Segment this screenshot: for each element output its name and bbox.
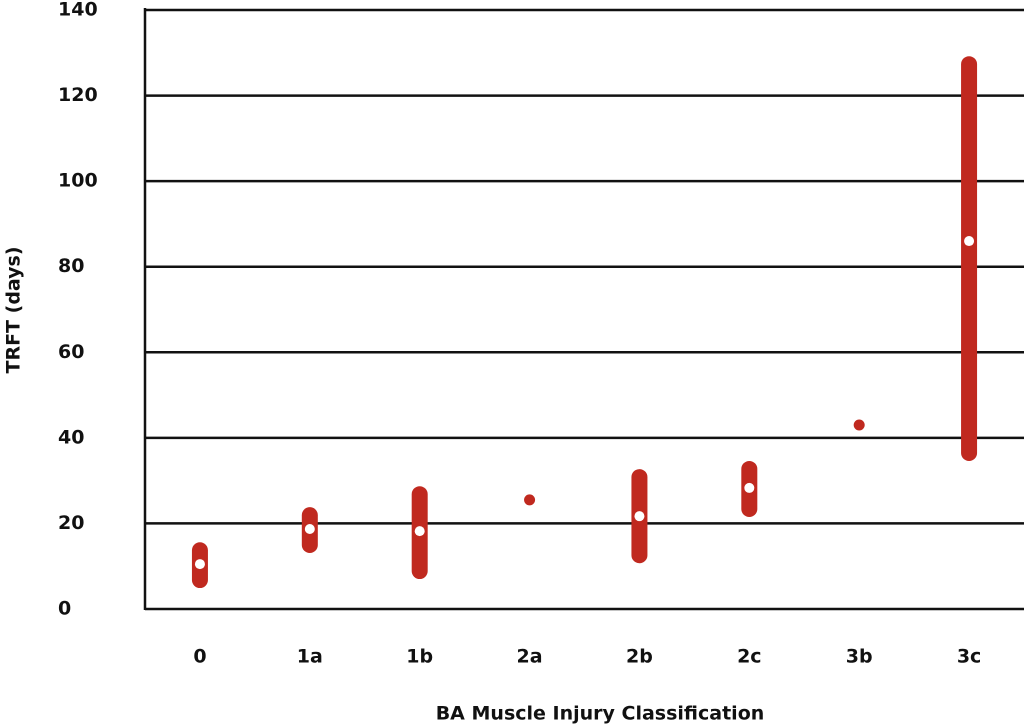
y-tick-label: 100 xyxy=(58,170,98,192)
x-tick-label: 1a xyxy=(297,646,323,668)
median-dot xyxy=(964,236,975,247)
x-tick-label: 2a xyxy=(517,646,543,668)
median-dot xyxy=(304,523,315,534)
x-tick-label: 1b xyxy=(406,646,433,668)
y-axis-label: TRFT (days) xyxy=(3,246,25,373)
median-dot xyxy=(744,482,755,493)
y-tick-label: 20 xyxy=(58,512,84,534)
y-tick-label: 140 xyxy=(58,0,98,21)
median-dot xyxy=(414,526,425,537)
x-tick-label: 3c xyxy=(957,646,981,668)
median-dot xyxy=(634,511,645,522)
median-dot xyxy=(194,559,205,570)
median-dot xyxy=(524,494,536,506)
y-tick-label: 0 xyxy=(58,598,71,620)
y-tick-label: 120 xyxy=(58,84,98,106)
x-tick-label: 2c xyxy=(737,646,761,668)
range-bar xyxy=(961,56,978,461)
x-axis-label: BA Muscle Injury Classification xyxy=(436,703,765,725)
y-tick-label: 40 xyxy=(58,426,84,448)
y-tick-label: 80 xyxy=(58,255,84,277)
x-tick-label: 0 xyxy=(193,646,206,668)
x-tick-label: 3b xyxy=(846,646,873,668)
median-dot xyxy=(853,419,865,431)
y-tick-label: 60 xyxy=(58,341,84,363)
x-tick-label: 2b xyxy=(626,646,653,668)
